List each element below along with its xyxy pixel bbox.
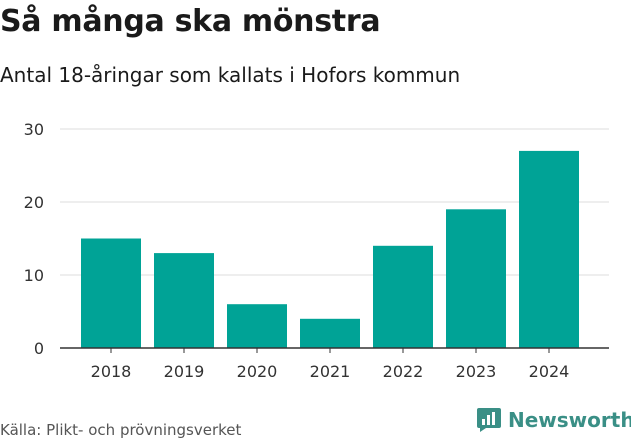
x-tick-label: 2019 (164, 362, 205, 381)
x-tick-label: 2020 (237, 362, 278, 381)
bar (519, 150, 579, 348)
x-tick-label: 2018 (91, 362, 132, 381)
bar (154, 253, 214, 348)
bar (300, 318, 360, 348)
brand-name: Newsworthy (508, 408, 631, 432)
newsworthy-logo-icon (477, 408, 501, 432)
x-tick-label: 2021 (310, 362, 351, 381)
x-tick-label: 2023 (456, 362, 497, 381)
chart-subtitle: Antal 18-åringar som kallats i Hofors ko… (0, 63, 461, 87)
y-tick-label: 0 (34, 339, 44, 358)
source-note: Källa: Plikt- och prövningsverket (0, 421, 242, 439)
bar (81, 238, 141, 348)
x-tick-label: 2024 (529, 362, 570, 381)
y-tick-label: 30 (24, 120, 44, 139)
y-tick-label: 10 (24, 266, 44, 285)
brand-logo: Newsworthy (476, 407, 631, 433)
x-tick-label: 2022 (383, 362, 424, 381)
y-tick-label: 20 (24, 193, 44, 212)
chart-title: Så många ska mönstra (0, 4, 381, 39)
bar (446, 209, 506, 348)
bar (373, 245, 433, 348)
bar (227, 304, 287, 348)
